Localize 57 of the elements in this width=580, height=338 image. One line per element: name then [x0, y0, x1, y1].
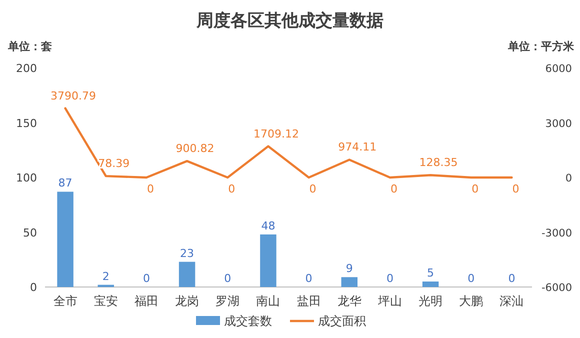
- data-label: 9: [346, 262, 353, 276]
- chart-title: 周度各区其他成交量数据: [196, 11, 384, 31]
- y2-tick-label: 3000: [545, 118, 572, 130]
- data-label: 48: [261, 219, 276, 232]
- y-tick-label: 150: [16, 116, 37, 130]
- x-tick-label: 深汕: [500, 294, 524, 308]
- data-label: 0: [508, 272, 516, 285]
- legend-label: 成交面积: [318, 314, 366, 328]
- bar: [57, 192, 74, 287]
- data-label: 0: [386, 272, 394, 285]
- y-tick-label: 0: [30, 281, 37, 294]
- bar: [178, 262, 196, 287]
- y2-tick-label: 0: [565, 172, 572, 184]
- data-label: 5: [427, 266, 434, 280]
- bar: [341, 277, 358, 287]
- y2-tick-label: 6000: [545, 63, 572, 75]
- y2-axis-title: 单位：平方米: [507, 40, 575, 53]
- data-label: 0: [305, 272, 312, 285]
- data-label: 128.35: [419, 156, 458, 170]
- x-tick-label: 光明: [418, 294, 443, 308]
- data-label: 0: [142, 272, 150, 285]
- data-label: 900.82: [176, 142, 214, 156]
- x-tick-label: 盐田: [296, 294, 321, 308]
- data-label: 0: [228, 182, 236, 196]
- x-tick-label: 龙华: [337, 294, 362, 308]
- legend-label: 成交套数: [224, 314, 272, 328]
- data-label: 1709.12: [253, 127, 299, 140]
- data-label: 0: [146, 182, 154, 196]
- data-label: 0: [468, 272, 475, 285]
- data-label: 0: [512, 182, 520, 196]
- data-label: 974.11: [338, 140, 377, 154]
- data-label: 0: [309, 182, 316, 196]
- data-label: 3790.79: [50, 89, 96, 102]
- x-tick-label: 罗湖: [216, 294, 240, 308]
- y-axis-title: 单位：套: [7, 40, 52, 53]
- bar: [260, 234, 276, 287]
- x-tick-label: 龙岗: [175, 294, 200, 308]
- data-label: 0: [472, 182, 479, 196]
- x-tick-label: 宝安: [94, 294, 118, 308]
- line-series: [64, 107, 513, 179]
- data-label: 23: [180, 246, 194, 260]
- y-tick-label: 100: [16, 172, 37, 184]
- data-label: 78.39: [98, 157, 130, 170]
- data-label: 0: [390, 182, 398, 196]
- x-tick-label: 大鹏: [459, 294, 484, 308]
- bar: [422, 282, 439, 287]
- x-tick-label: 福田: [134, 294, 158, 308]
- y2-tick-label: -3000: [541, 227, 572, 240]
- y-tick-label: 50: [23, 226, 37, 240]
- y2-tick-label: -6000: [541, 282, 572, 294]
- y-tick-label: 200: [16, 62, 37, 75]
- data-label: 87: [58, 176, 72, 190]
- x-tick-label: 坪山: [376, 294, 402, 308]
- x-tick-label: 全市: [53, 294, 78, 308]
- data-label: 0: [224, 272, 232, 285]
- data-label: 2: [102, 270, 110, 283]
- x-tick-label: 南山: [256, 294, 280, 308]
